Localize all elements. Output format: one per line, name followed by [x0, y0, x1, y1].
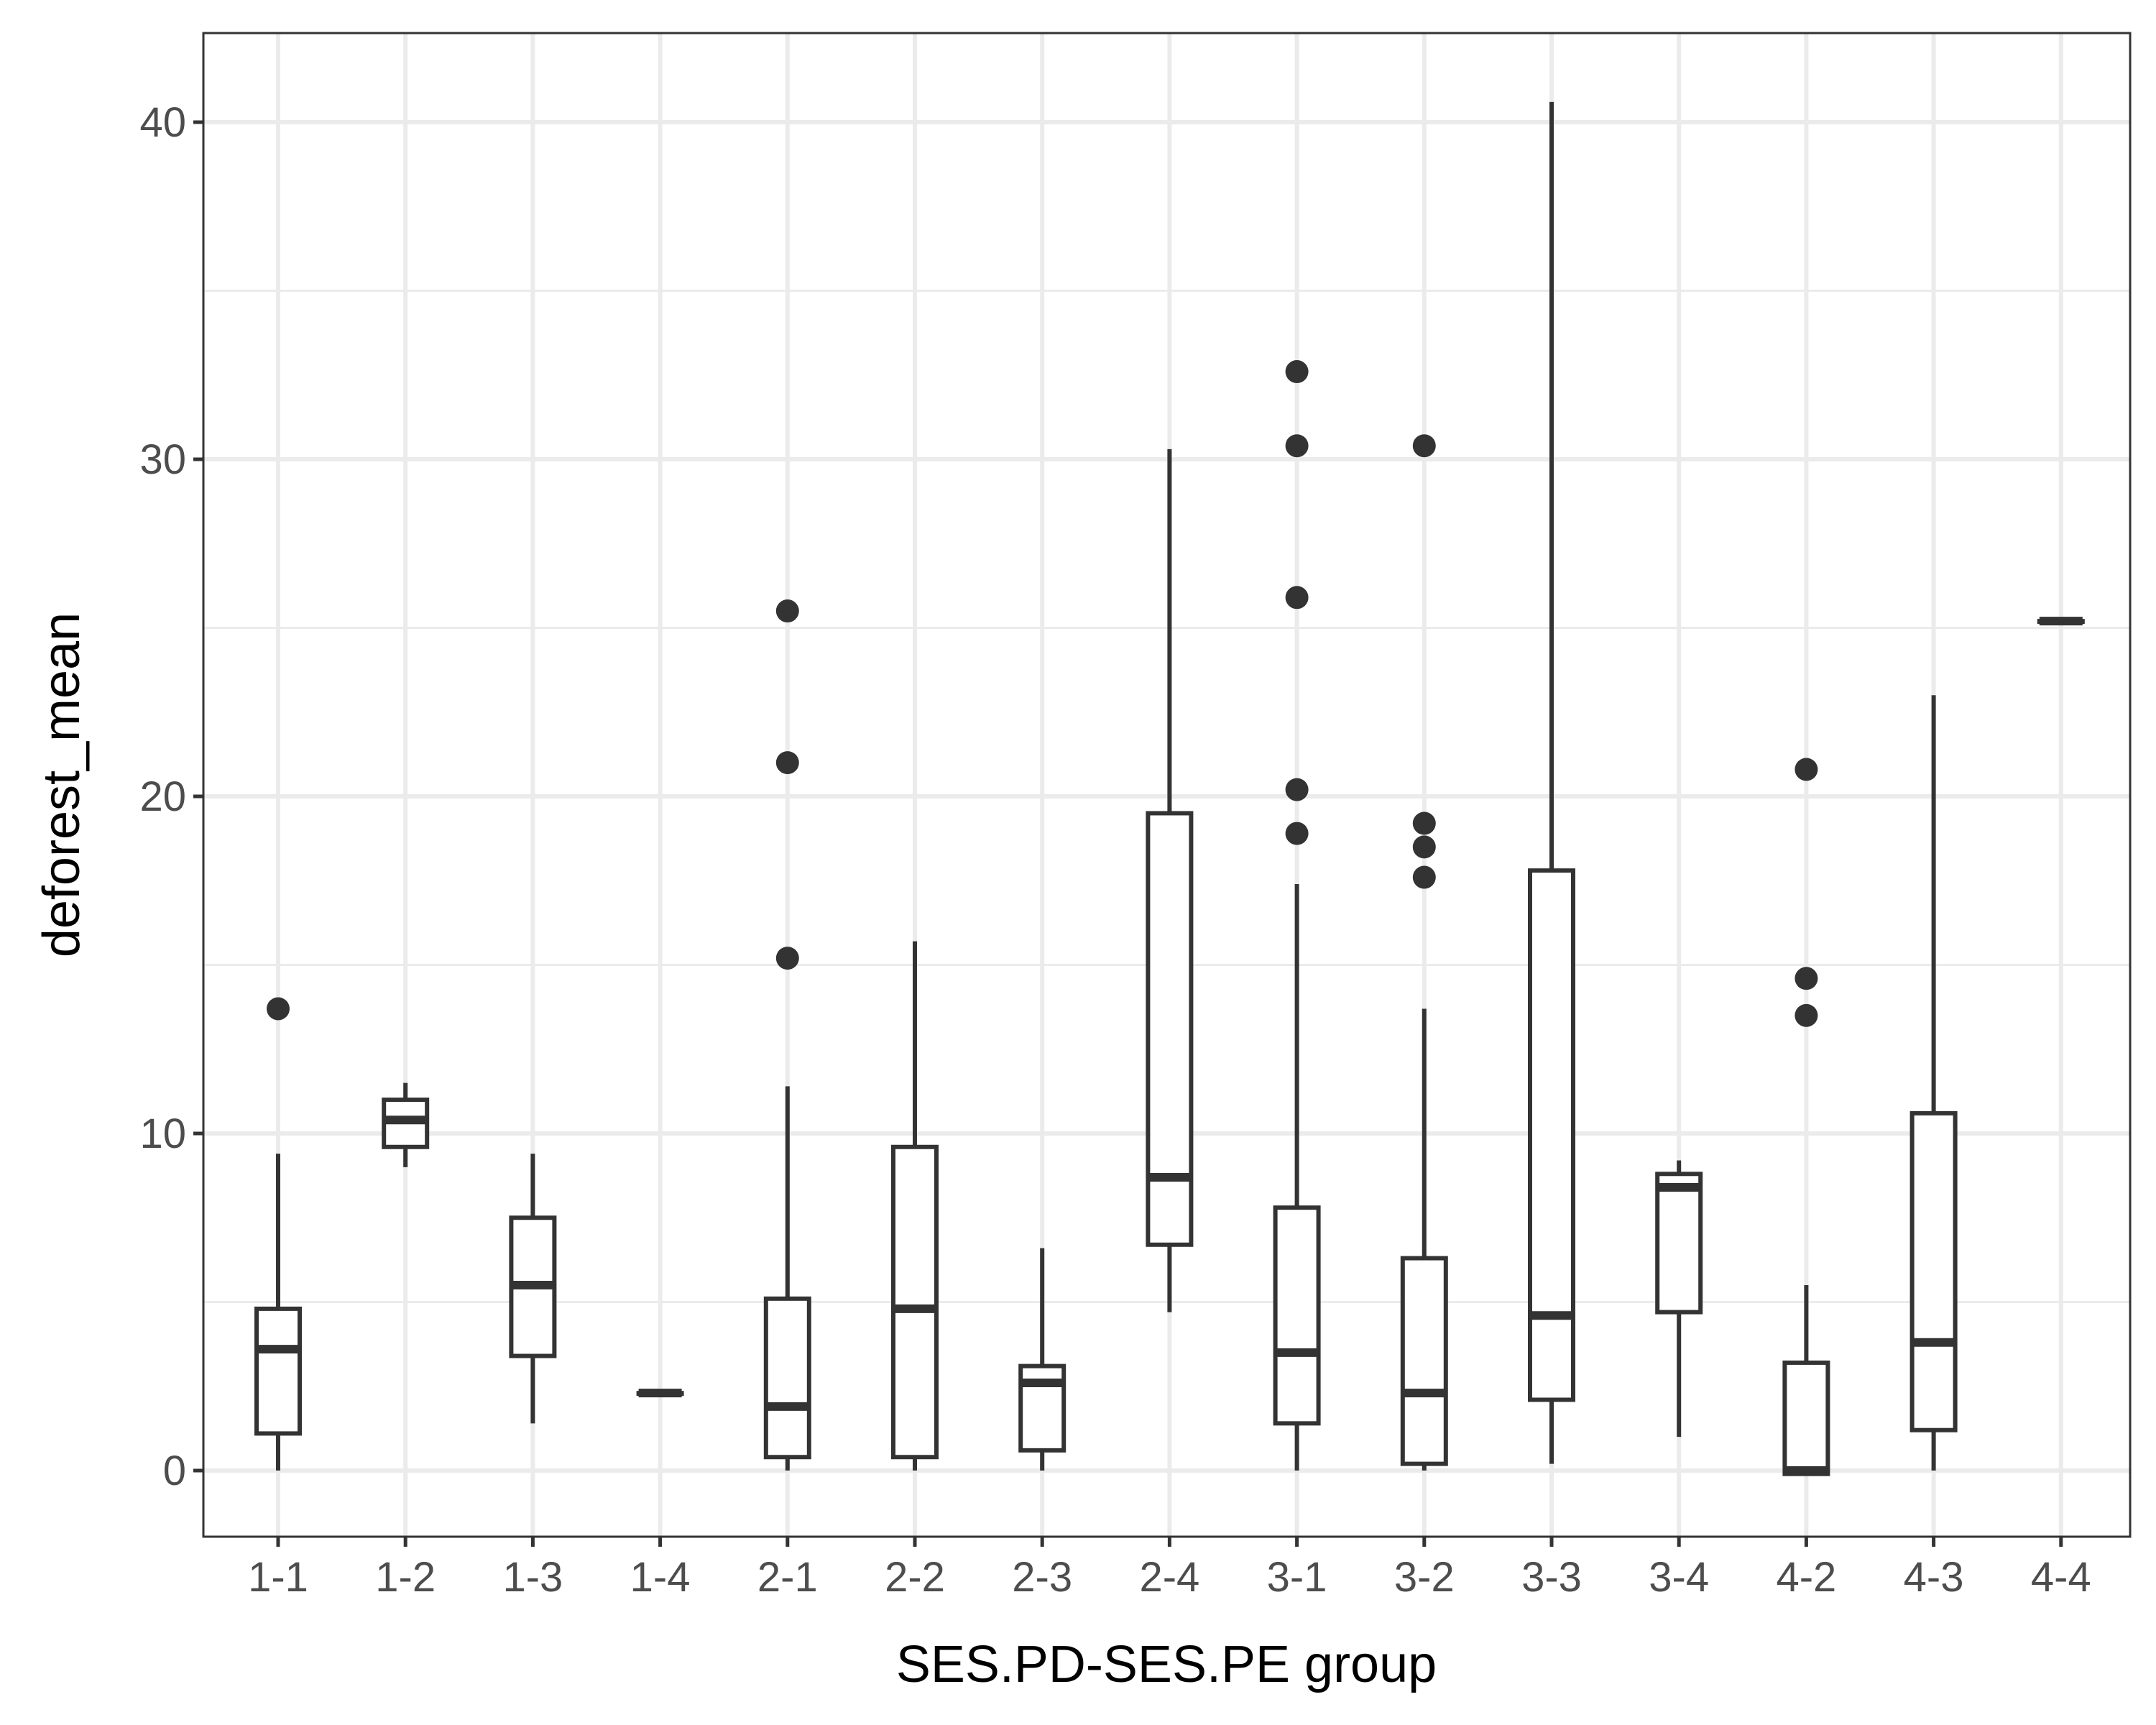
box-2-1: [763, 599, 811, 1471]
x-tick-label: 1-1: [248, 1554, 308, 1601]
box-1-3: [509, 1154, 557, 1424]
x-tick-label: 3-1: [1267, 1554, 1327, 1601]
x-tick-label: 3-3: [1521, 1554, 1582, 1601]
outlier-point: [1285, 822, 1309, 845]
x-tick-label: 3-4: [1649, 1554, 1709, 1601]
plot-panel: [203, 33, 2130, 1537]
box-2-3: [1018, 1248, 1067, 1471]
iqr-box: [1909, 1110, 1958, 1432]
x-tick-label: 2-1: [757, 1554, 818, 1601]
y-tick-label: 0: [163, 1448, 186, 1494]
iqr-box: [1782, 1360, 1830, 1476]
outlier-point: [1795, 758, 1818, 781]
y-tick-label: 20: [139, 773, 186, 820]
outlier-point: [1795, 1003, 1818, 1027]
outlier-point: [1285, 778, 1309, 801]
box-2-4: [1146, 448, 1194, 1312]
outlier-point: [1412, 865, 1436, 889]
x-tick-label: 1-4: [630, 1554, 691, 1601]
outlier-point: [775, 751, 799, 775]
outlier-point: [1285, 360, 1309, 384]
y-tick-label: 30: [139, 436, 186, 483]
x-axis-title: SES.PD-SES.PE group: [896, 1636, 1437, 1693]
x-tick-label: 2-4: [1139, 1554, 1199, 1601]
outlier-point: [1285, 586, 1309, 610]
x-tick-label: 3-2: [1394, 1554, 1455, 1601]
outlier-point: [1412, 835, 1436, 859]
outlier-point: [775, 599, 799, 623]
axis-ticks: 0 10 20 30 40 1-1 1-2 1-3 1-4 2-1 2-2 2-3 2-4 3-1 3-2 3…: [139, 99, 2091, 1601]
outlier-point: [1795, 967, 1818, 990]
x-tick-label: 2-3: [1012, 1554, 1072, 1601]
x-tick-label: 2-2: [885, 1554, 945, 1601]
iqr-box: [1273, 1205, 1321, 1426]
iqr-box: [1528, 868, 1575, 1402]
box-3-1: [1273, 360, 1321, 1471]
x-tick-label: 4-3: [1904, 1554, 1964, 1601]
outlier-point: [1412, 434, 1436, 458]
box-3-2: [1400, 434, 1448, 1471]
box-4-3: [1909, 695, 1958, 1471]
plot-panel-border: [202, 32, 2132, 1538]
y-tick-label: 40: [139, 99, 186, 146]
boxes-layer: [254, 101, 2085, 1476]
outlier-point: [1412, 811, 1436, 835]
box-4-2: [1782, 758, 1830, 1476]
iqr-box: [1400, 1256, 1448, 1466]
iqr-box: [1146, 811, 1194, 1247]
box-1-2: [382, 1082, 430, 1167]
box-1-1: [254, 997, 302, 1471]
y-tick-label: 10: [139, 1110, 186, 1157]
iqr-box: [254, 1306, 302, 1436]
x-tick-label: 1-3: [502, 1554, 563, 1601]
x-tick-label: 4-4: [2031, 1554, 2091, 1601]
box-3-3: [1528, 101, 1575, 1464]
x-tick-label: 1-2: [375, 1554, 436, 1601]
box-4-4: [2037, 617, 2085, 626]
outlier-point: [775, 947, 799, 970]
y-axis-title: deforest_mean: [33, 612, 91, 957]
x-tick-label: 4-2: [1776, 1554, 1836, 1601]
outlier-point: [1285, 434, 1309, 458]
box-2-2: [891, 941, 939, 1471]
outlier-point: [267, 997, 290, 1021]
iqr-box: [1655, 1172, 1703, 1315]
iqr-box: [763, 1296, 811, 1460]
box-3-4: [1655, 1160, 1703, 1438]
iqr-box: [891, 1144, 939, 1460]
box-1-4: [636, 1389, 684, 1398]
